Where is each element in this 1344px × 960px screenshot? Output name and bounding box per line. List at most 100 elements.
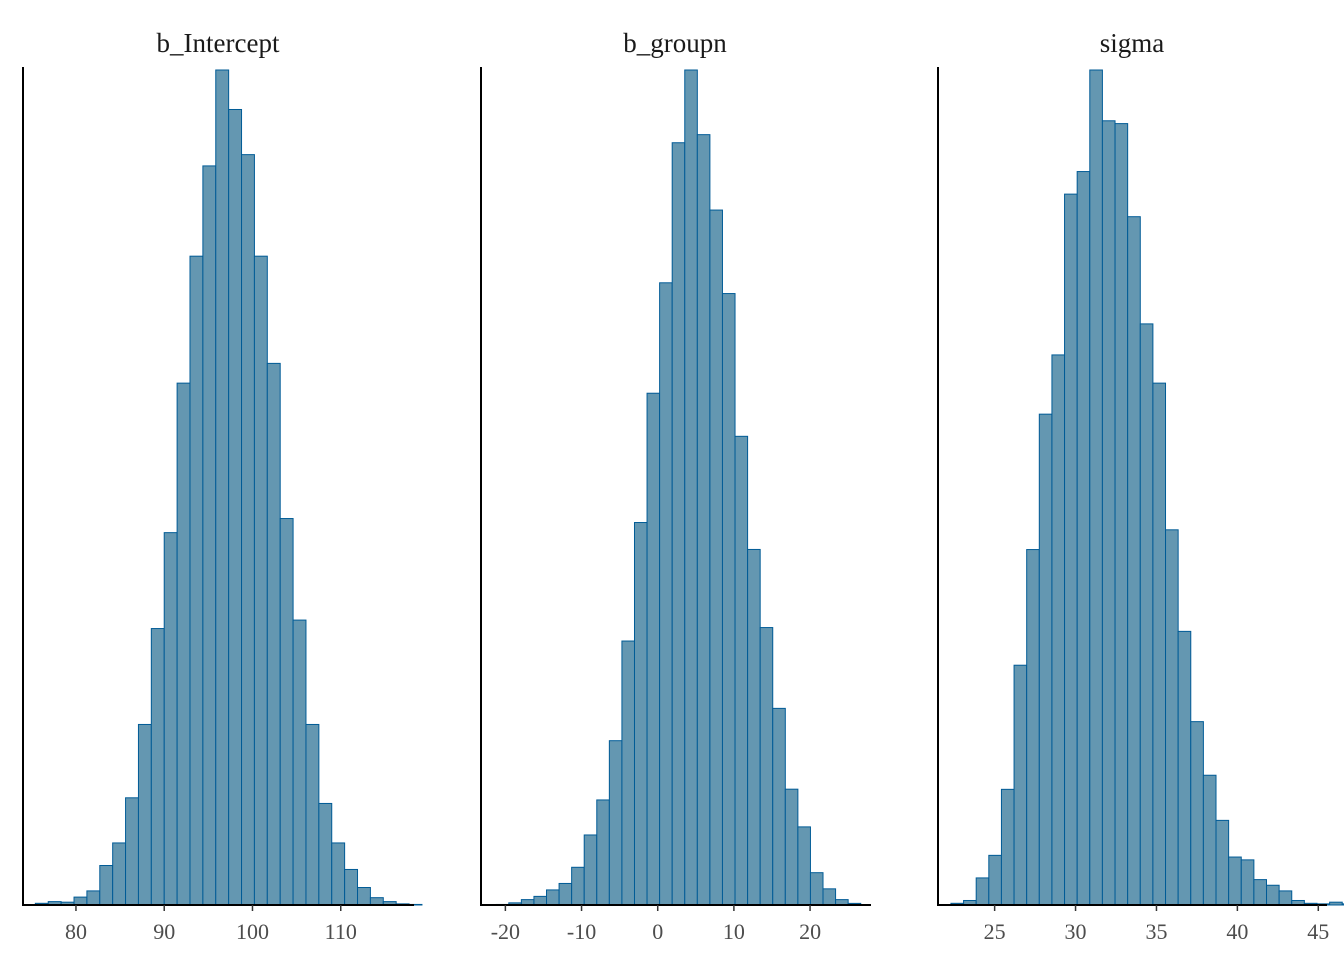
histogram-bar	[734, 435, 749, 906]
histogram-bar	[1026, 549, 1040, 906]
histogram-bar	[546, 889, 560, 906]
x-tick-label: 90	[153, 919, 175, 944]
histogram-bar	[292, 619, 307, 906]
histogram-bar	[305, 723, 320, 906]
x-tick-label: -10	[567, 919, 596, 944]
histogram-bar	[1101, 120, 1116, 906]
histogram-bar	[571, 866, 585, 906]
histogram-bar	[99, 865, 114, 906]
histogram-bar	[621, 640, 635, 906]
x-tick-label: 110	[325, 919, 357, 944]
histogram-bar	[112, 842, 127, 906]
histogram-bar	[633, 522, 648, 906]
histogram-bar	[696, 134, 711, 906]
histogram-bar	[659, 282, 673, 906]
x-tick-label: 30	[1065, 919, 1087, 944]
histogram-bar	[809, 872, 824, 906]
panel-sigma: sigma 25 30 35 40 45	[937, 28, 1344, 944]
histogram-bar	[189, 255, 204, 906]
bars	[950, 69, 1344, 906]
histogram-bar	[1038, 413, 1053, 906]
histogram-bar	[228, 108, 243, 906]
x-tick-label: 0	[652, 919, 663, 944]
histogram-bar	[176, 382, 191, 906]
bars	[495, 69, 862, 906]
x-tick-label: 25	[984, 919, 1006, 944]
histogram-bar	[202, 165, 217, 906]
histogram-bar	[215, 69, 230, 906]
histogram-bar	[344, 868, 359, 906]
histogram-bar	[684, 69, 698, 906]
x-tick-label: 80	[65, 919, 87, 944]
histogram-bar	[73, 896, 88, 906]
histogram-bar	[583, 834, 598, 906]
histogram-bar	[1329, 901, 1343, 906]
histogram-bar	[1278, 890, 1293, 906]
panel-b-intercept: b_Intercept 80 90 100 110	[22, 28, 423, 944]
histogram-bar	[369, 897, 384, 906]
panel-title: b_groupn	[623, 28, 727, 58]
histogram-bar	[1139, 323, 1154, 906]
histogram-bar	[266, 362, 281, 906]
x-tick-label: 20	[799, 919, 821, 944]
histogram-bar	[357, 887, 371, 906]
histogram-bar	[1000, 788, 1015, 906]
histogram-bar	[596, 799, 610, 906]
histogram-bar	[150, 628, 165, 906]
histogram-bar	[784, 788, 799, 906]
histogram-bar	[988, 854, 1002, 906]
histogram-bar	[318, 802, 333, 906]
histogram-bar	[1177, 630, 1192, 906]
histogram-bar	[759, 627, 774, 906]
histogram-bar	[1165, 529, 1179, 906]
histogram-bar	[1202, 774, 1217, 906]
x-ticks: 25 30 35 40 45	[984, 905, 1329, 944]
histogram-bar	[1228, 856, 1242, 906]
x-tick-label: 35	[1145, 919, 1167, 944]
panel-title: b_Intercept	[157, 28, 280, 58]
histogram-bar	[558, 882, 573, 906]
histogram-bar	[241, 154, 255, 906]
histogram-bar	[1114, 123, 1129, 906]
histogram-bar	[709, 209, 723, 906]
histogram-bar	[975, 877, 990, 906]
histogram-bar	[1013, 664, 1028, 906]
x-tick-label: 40	[1226, 919, 1248, 944]
x-tick-label: 10	[723, 919, 745, 944]
histogram-bar	[608, 740, 623, 906]
histogram-bar	[253, 255, 268, 906]
x-tick-label: 100	[236, 919, 269, 944]
histogram-bar	[1089, 69, 1103, 906]
histogram-bar	[822, 888, 837, 906]
histogram-bar	[747, 548, 761, 906]
histogram-bar	[86, 890, 101, 906]
histogram-bar	[331, 842, 346, 906]
histogram-bar	[1240, 859, 1255, 906]
panel-title: sigma	[1100, 28, 1165, 58]
histogram-bar	[1127, 216, 1141, 906]
x-ticks: 80 90 100 110	[65, 905, 357, 944]
histogram-bar	[721, 293, 736, 906]
histogram-bar	[1341, 903, 1344, 906]
histogram-bar	[671, 142, 686, 906]
histogram-bar	[646, 392, 661, 906]
histogram-bar	[533, 895, 548, 906]
x-tick-label: 45	[1307, 919, 1329, 944]
histogram-bar	[137, 723, 152, 906]
bars	[34, 69, 423, 906]
histogram-bar	[1266, 884, 1280, 906]
histogram-bar	[125, 797, 139, 906]
histogram-bar	[1076, 171, 1091, 906]
histogram-bar	[279, 518, 294, 906]
histogram-bar	[163, 532, 178, 906]
histogram-bar	[797, 826, 811, 906]
histogram-bar	[1064, 193, 1078, 906]
histogram-bar	[1253, 879, 1268, 906]
histogram-bar	[1152, 382, 1167, 906]
panel-b-groupn: b_groupn -20 -10 0 10 20	[480, 28, 871, 944]
histogram-bar	[1051, 354, 1066, 906]
histogram-bar	[1215, 819, 1230, 906]
x-ticks: -20 -10 0 10 20	[491, 905, 821, 944]
x-tick-label: -20	[491, 919, 520, 944]
